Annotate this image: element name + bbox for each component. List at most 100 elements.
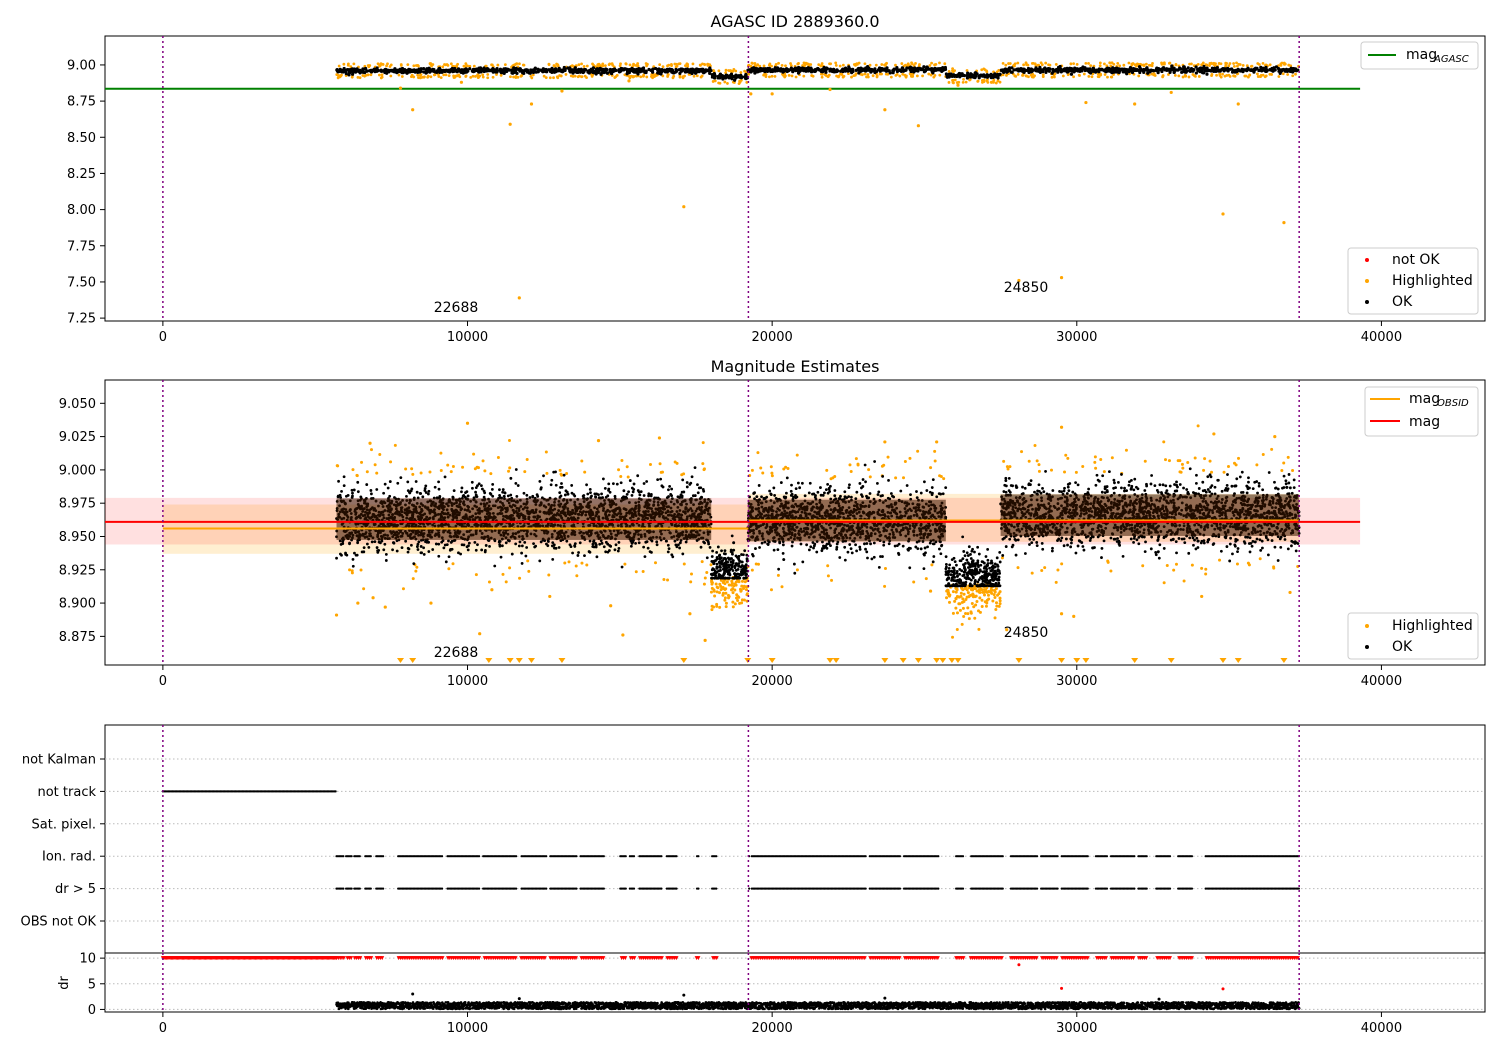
ok-point <box>379 68 383 73</box>
ok-point <box>415 545 419 548</box>
highlighted-point <box>363 74 367 78</box>
highlighted-point <box>713 594 717 598</box>
highlighted-point <box>976 79 980 83</box>
highlighted-point <box>866 75 870 79</box>
highlighted-point <box>1097 75 1101 78</box>
highlighted-point <box>1221 212 1225 216</box>
highlighted-point <box>948 593 952 597</box>
highlighted-point <box>667 63 671 67</box>
highlighted-point <box>499 73 503 77</box>
highlighted-point <box>901 72 905 76</box>
highlighted-point <box>447 74 451 78</box>
highlighted-point <box>336 76 340 80</box>
ok-point <box>427 550 431 553</box>
ok-point <box>351 491 354 495</box>
highlighted-point <box>989 587 993 591</box>
highlighted-point <box>1200 566 1204 570</box>
highlighted-point <box>379 76 383 80</box>
highlighted-point <box>608 62 612 66</box>
highlighted-point <box>580 75 583 79</box>
highlighted-point <box>462 64 466 68</box>
highlighted-point <box>1106 75 1109 79</box>
highlighted-point <box>874 63 878 67</box>
highlighted-point <box>481 459 485 463</box>
highlighted-point <box>921 74 924 78</box>
ok-point <box>502 69 506 73</box>
highlighted-point <box>519 74 523 78</box>
ok-point <box>344 72 348 76</box>
ok-point <box>1291 66 1296 71</box>
ok-point <box>524 68 528 72</box>
highlighted-point <box>1033 444 1037 448</box>
highlighted-point <box>770 471 774 475</box>
ok-point <box>634 70 638 74</box>
highlighted-point <box>1168 61 1172 65</box>
highlighted-point <box>1193 456 1197 460</box>
ok-point <box>549 483 553 487</box>
ok-point <box>546 540 550 543</box>
ok-point <box>1213 66 1217 70</box>
highlighted-point <box>733 602 737 606</box>
panel-top-marks <box>105 36 1361 321</box>
highlighted-point <box>802 61 806 65</box>
highlighted-point <box>411 577 415 581</box>
highlighted-point <box>365 470 369 474</box>
highlighted-point <box>455 74 459 78</box>
ok-point <box>466 494 470 498</box>
ok-point <box>383 482 387 486</box>
highlighted-point <box>898 74 902 78</box>
ok-point <box>350 72 355 76</box>
ok-point <box>535 493 539 497</box>
ok-point <box>1226 68 1230 72</box>
highlighted-point <box>1144 62 1148 66</box>
ok-point <box>993 72 997 76</box>
highlighted-point <box>954 590 958 594</box>
ok-point <box>632 482 636 486</box>
highlighted-point <box>828 62 831 66</box>
highlighted-point <box>1235 64 1239 68</box>
ok-point <box>414 480 418 483</box>
highlighted-point <box>359 568 363 572</box>
highlighted-point <box>961 597 965 601</box>
highlighted-point <box>518 576 522 580</box>
highlighted-point <box>518 62 521 66</box>
ok-point <box>1178 66 1182 70</box>
ok-point <box>671 555 675 559</box>
highlighted-point <box>1053 72 1057 76</box>
ok-point <box>573 542 577 546</box>
ok-point <box>531 70 536 75</box>
ok-point <box>471 486 474 490</box>
ok-point <box>1194 71 1198 75</box>
highlighted-point <box>883 584 887 588</box>
highlighted-point <box>745 80 749 84</box>
ok-point <box>452 67 456 71</box>
highlighted-point <box>995 604 999 608</box>
highlighted-point <box>770 74 774 78</box>
highlighted-point <box>558 74 561 77</box>
highlighted-point <box>721 591 725 595</box>
ok-point <box>641 69 646 73</box>
ok-point <box>678 546 682 550</box>
highlighted-point <box>662 578 666 582</box>
ok-point <box>602 69 606 73</box>
ok-point <box>355 553 359 557</box>
ok-point <box>352 488 356 492</box>
highlighted-point <box>977 588 981 592</box>
ok-point <box>421 495 425 499</box>
ok-point <box>488 544 491 548</box>
ok-point <box>342 475 346 479</box>
highlighted-point <box>991 599 995 603</box>
highlighted-point <box>464 74 468 78</box>
highlighted-point <box>884 72 888 76</box>
highlighted-point <box>1053 75 1056 79</box>
highlighted-point <box>789 64 793 68</box>
highlighted-point <box>710 608 714 612</box>
highlighted-point <box>1049 468 1053 472</box>
ok-point <box>638 493 642 497</box>
ok-point <box>952 74 957 78</box>
ok-point <box>653 66 658 71</box>
ok-point <box>542 474 545 478</box>
ok-point <box>1066 68 1070 73</box>
highlighted-point <box>894 73 898 77</box>
ok-point <box>847 65 851 69</box>
